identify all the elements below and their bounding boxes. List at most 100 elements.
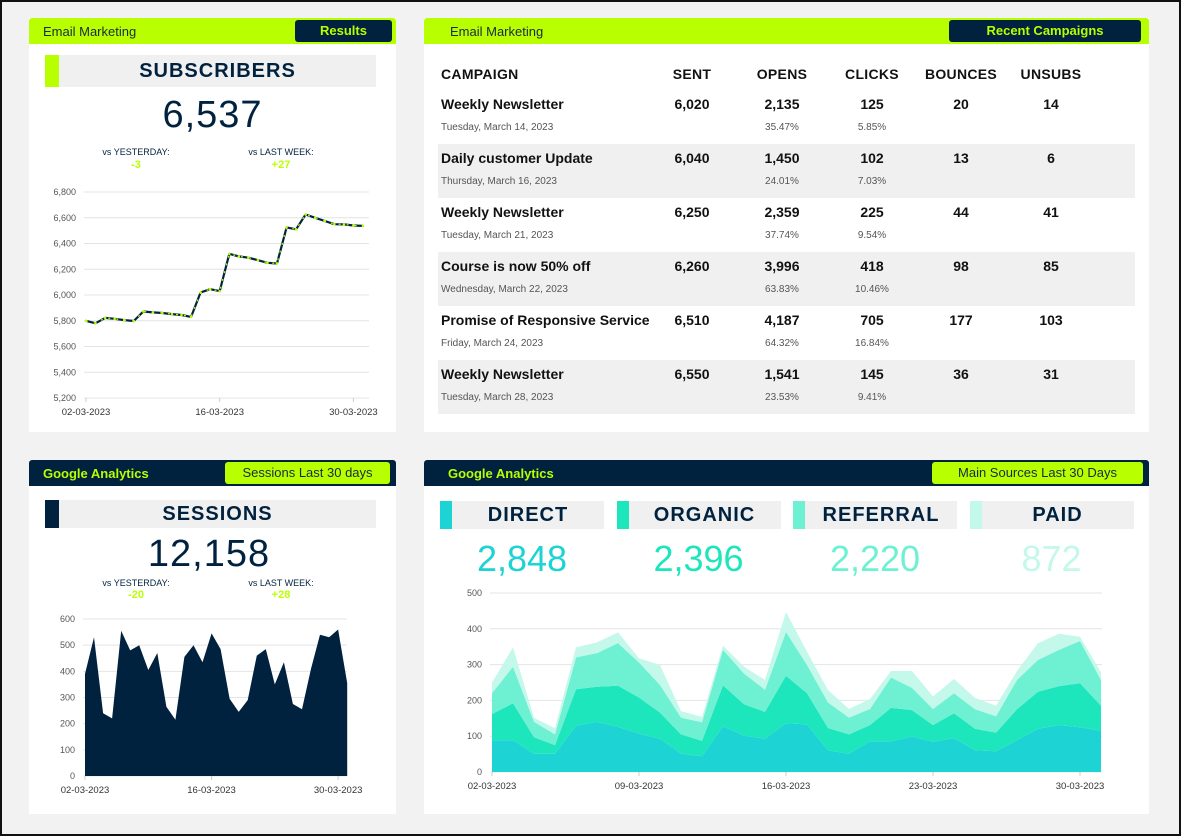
data-point [275,262,279,265]
y-tick-label: 100 [467,731,482,741]
column-header-bounces: BOUNCES [924,66,998,82]
cell-sent: 6,040 [674,150,710,166]
cell-open-rate: 24.01% [765,176,799,187]
cell-click-rate: 9.54% [857,230,887,241]
cell-opens: 2,135 [764,96,800,112]
column-header-opens: OPENS [756,66,808,82]
accent-bar [969,501,982,529]
cell-open-rate: 63.83% [765,284,799,295]
vs-yesterday-value: -20 [128,589,144,601]
cell-bounces: 44 [953,204,969,220]
cell-click-rate: 10.46% [855,284,889,295]
cell-unsubs: 103 [1039,312,1063,328]
data-point [189,315,193,319]
cell-clicks: 225 [860,204,884,220]
panel-header: Email Marketing Recent Campaigns [424,18,1149,44]
cell-click-rate: 7.03% [857,176,887,187]
area-referral [492,632,1101,746]
cell-open-rate: 35.47% [765,122,799,133]
cell-name: Weekly Newsletter [441,366,564,382]
cell-opens: 1,450 [764,150,800,166]
data-point [352,224,355,227]
vs-last-week-label: vs LAST WEEK: [248,147,314,157]
source-label-referral: REFERRAL [793,501,957,529]
cell-name: Weekly Newsletter [441,204,564,220]
x-tick-label: 23-03-2023 [909,781,958,792]
sessions-area [85,629,348,776]
data-point [84,319,88,323]
cell-sent: 6,020 [674,96,710,112]
data-point [199,291,202,294]
table-row[interactable]: Weekly Newsletter 6,020 2,135 125 20 14 Tuesda… [438,90,1135,144]
data-point [180,313,183,317]
cell-opens: 4,187 [764,312,800,328]
cell-bounces: 36 [953,366,969,382]
results-badge[interactable]: Results [295,20,392,42]
sources-stacked-area-chart: 0 100 200 300 400 500 02-03-2023 09-03-2023 16-0… [467,588,1104,792]
x-tick-label: 16-03-2023 [187,785,236,796]
cell-bounces: 13 [953,150,969,166]
cell-unsubs: 85 [1043,258,1059,274]
cell-clicks: 418 [860,258,884,274]
data-point [142,310,145,313]
y-tick-label: 6,400 [53,239,76,249]
cell-sent: 6,260 [674,258,710,274]
vs-yesterday-label: vs YESTERDAY: [102,147,170,157]
cell-name: Promise of Responsive Service [441,312,650,328]
y-tick-label: 600 [60,614,75,624]
kpi-value: 6,537 [162,94,263,136]
table-row[interactable]: Daily customer Update 6,040 1,450 102 13 6 Thu… [438,144,1135,198]
vs-last-week-label: vs LAST WEEK: [248,578,314,588]
table-row[interactable]: Promise of Responsive Service 6,510 4,187 7… [438,306,1135,360]
kpi-value: 12,158 [147,533,271,575]
data-point [304,213,307,216]
data-point [151,311,155,314]
panel-header: Google Analytics Main Sources Last 30 Da… [424,460,1149,486]
data-point [237,255,241,258]
y-tick-label: 5,800 [53,316,76,326]
source-label-paid: PAID [969,501,1134,529]
sources-panel: Google Analytics Main Sources Last 30 Da… [424,460,1149,814]
y-tick-label: 400 [60,666,75,676]
recent-campaigns-badge[interactable]: Recent Campaigns [949,20,1141,42]
cell-open-rate: 37.74% [765,230,799,241]
x-tick-label: 09-03-2023 [615,781,664,792]
cell-sent: 6,250 [674,204,710,220]
cell-name: Course is now 50% off [441,258,591,274]
accent-bar [45,55,59,87]
table-row[interactable]: Weekly Newsletter 6,550 1,541 145 36 31 Tuesda… [438,360,1135,414]
data-point [94,322,97,325]
source-label-organic: ORGANIC [616,501,781,529]
y-tick-label: 5,400 [53,367,76,377]
data-point [208,287,212,291]
sessions-panel: Google Analytics Sessions Last 30 days S… [29,460,396,814]
cell-unsubs: 31 [1043,366,1059,382]
cell-date: Tuesday, March 14, 2023 [441,122,554,133]
data-point [361,224,365,228]
cell-date: Tuesday, March 21, 2023 [441,230,554,241]
cell-clicks: 125 [860,96,884,112]
table-row[interactable]: Course is now 50% off 6,260 3,996 418 98 85 We… [438,252,1135,306]
column-header-unsubs: UNSUBS [1020,66,1082,82]
data-point [161,311,164,315]
y-tick-label: 0 [477,767,482,777]
accent-bar [45,500,59,528]
source-value-paid: 872 [1021,538,1082,579]
y-tick-label: 300 [467,660,482,670]
y-tick-label: 300 [60,693,75,703]
source-value-direct: 2,848 [476,538,568,579]
data-point [218,289,221,293]
table-row[interactable]: Weekly Newsletter 6,250 2,359 225 44 41 Tuesda… [438,198,1135,252]
source-label-direct: DIRECT [440,501,604,529]
sessions-badge[interactable]: Sessions Last 30 days [225,462,390,484]
panel-header: Google Analytics Sessions Last 30 days [29,460,396,486]
cell-unsubs: 14 [1043,96,1059,112]
vs-yesterday-value: -3 [131,159,141,171]
y-tick-label: 200 [60,719,75,729]
y-tick-label: 6,200 [53,264,76,274]
cell-bounces: 20 [953,96,969,112]
main-sources-badge[interactable]: Main Sources Last 30 Days [932,462,1143,484]
cell-sent: 6,510 [674,312,710,328]
cell-unsubs: 41 [1043,204,1059,220]
cell-bounces: 177 [949,312,973,328]
